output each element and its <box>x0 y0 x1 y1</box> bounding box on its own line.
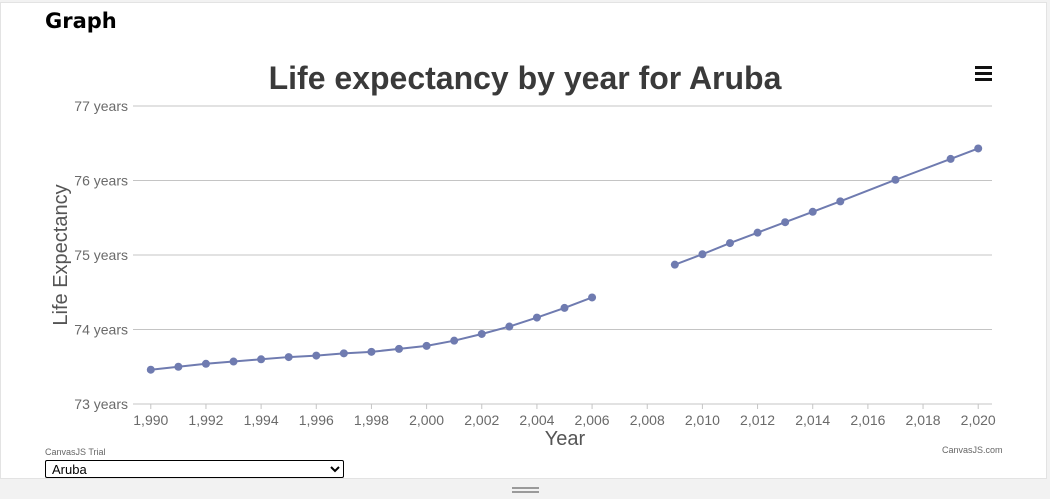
resize-handle[interactable] <box>512 487 539 493</box>
x-tick-label: 2,014 <box>795 412 830 428</box>
data-point[interactable] <box>395 344 404 353</box>
x-tick-label: 2,016 <box>850 412 885 428</box>
y-tick-label: 77 years <box>74 98 128 114</box>
data-point[interactable] <box>450 336 459 345</box>
x-tick-label: 1,996 <box>299 412 334 428</box>
y-tick-label: 73 years <box>74 396 128 412</box>
series-layer <box>146 144 983 374</box>
data-point[interactable] <box>367 347 376 356</box>
data-point[interactable] <box>588 293 597 302</box>
data-point[interactable] <box>532 313 541 322</box>
page-heading: Graph <box>45 9 117 33</box>
y-tick-label: 75 years <box>74 247 128 263</box>
x-tick-label: 2,010 <box>685 412 720 428</box>
canvasjs-credit-link[interactable]: CanvasJS.com <box>942 445 1003 455</box>
country-select[interactable]: Aruba <box>45 460 344 478</box>
grid-lines <box>133 105 992 405</box>
data-point[interactable] <box>891 175 900 184</box>
series-line <box>150 296 593 371</box>
data-point[interactable] <box>146 365 155 374</box>
data-point[interactable] <box>753 228 762 237</box>
series-line <box>674 147 979 266</box>
axes: 73 years 74 years 75 years 76 years 77 years… <box>74 98 996 428</box>
chart-title: Life expectancy by year for Aruba <box>269 60 782 96</box>
y-axis-title: Life Expectancy <box>50 184 72 325</box>
data-point[interactable] <box>505 322 514 331</box>
y-tick-label: 74 years <box>74 322 128 338</box>
data-point[interactable] <box>698 250 707 259</box>
data-point[interactable] <box>284 353 293 362</box>
y-tick-label: 76 years <box>74 173 128 189</box>
data-point[interactable] <box>808 207 817 216</box>
x-tick-label: 2,004 <box>519 412 554 428</box>
data-point[interactable] <box>339 349 348 358</box>
x-tick-label: 2,002 <box>464 412 499 428</box>
x-tick-label: 2,000 <box>409 412 444 428</box>
data-point[interactable] <box>670 260 679 269</box>
content-panel <box>0 2 1047 479</box>
data-point[interactable] <box>229 357 238 366</box>
x-tick-label: 1,998 <box>354 412 389 428</box>
data-point[interactable] <box>422 341 431 350</box>
data-point[interactable] <box>312 351 321 360</box>
x-tick-label: 1,990 <box>133 412 168 428</box>
x-tick-label: 1,992 <box>188 412 223 428</box>
x-tick-label: 2,006 <box>575 412 610 428</box>
x-tick-label: 2,020 <box>961 412 996 428</box>
data-point[interactable] <box>781 218 790 227</box>
x-axis-title: Year <box>545 428 586 450</box>
data-point[interactable] <box>174 362 183 371</box>
trial-label: CanvasJS Trial <box>45 447 106 457</box>
data-point[interactable] <box>974 144 983 153</box>
data-point[interactable] <box>560 303 569 312</box>
x-tick-label: 2,008 <box>630 412 665 428</box>
data-point[interactable] <box>836 197 845 206</box>
x-tick-label: 2,018 <box>906 412 941 428</box>
data-point[interactable] <box>201 359 210 368</box>
hamburger-icon <box>975 66 992 81</box>
x-tick-label: 2,012 <box>740 412 775 428</box>
data-point[interactable] <box>725 239 734 248</box>
chart-menu-button[interactable] <box>967 60 1001 88</box>
data-point[interactable] <box>946 154 955 163</box>
data-point[interactable] <box>477 329 486 338</box>
x-tick-label: 1,994 <box>244 412 279 428</box>
data-point[interactable] <box>257 355 266 364</box>
